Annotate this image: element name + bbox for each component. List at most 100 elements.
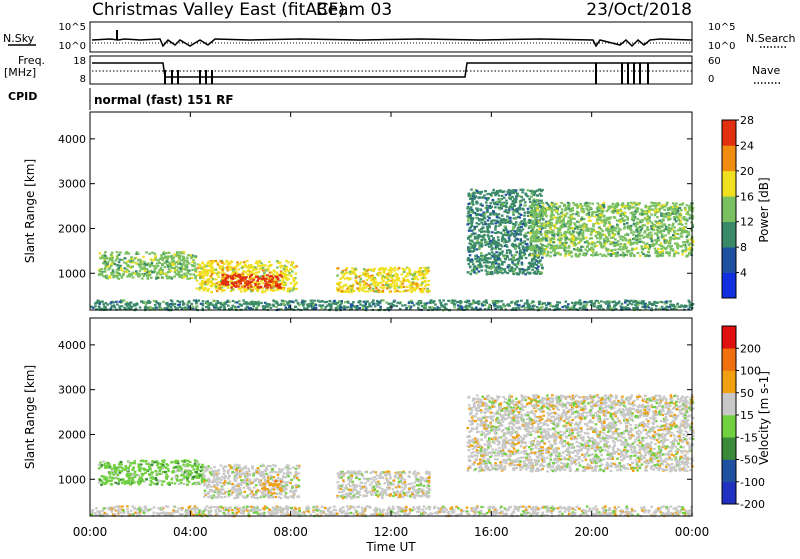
power-cell <box>499 207 502 209</box>
power-cell <box>157 265 160 267</box>
power-cell <box>197 267 200 269</box>
power-cell <box>643 224 646 226</box>
power-cell <box>514 218 517 220</box>
power-cell <box>519 271 522 273</box>
power-cell <box>169 277 172 279</box>
power-cell <box>404 304 407 306</box>
power-cell <box>585 229 588 231</box>
power-cell <box>194 270 197 272</box>
power-cell <box>363 268 366 270</box>
power-cell <box>390 271 393 273</box>
power-cell <box>543 250 546 252</box>
power-cell <box>221 283 224 285</box>
power-cell <box>656 216 659 218</box>
power-cell <box>580 246 583 248</box>
power-cell <box>536 199 539 201</box>
power-cell <box>620 243 623 245</box>
power-cell <box>132 276 135 278</box>
power-cell <box>382 290 385 292</box>
power-cell <box>596 254 599 256</box>
power-cell <box>481 205 484 207</box>
power-cell <box>677 237 680 239</box>
power-cell <box>582 230 585 232</box>
power-cell <box>204 270 207 272</box>
power-cell <box>518 195 521 197</box>
power-cell <box>204 287 207 289</box>
power-cell <box>468 203 471 205</box>
power-cell <box>181 300 184 302</box>
power-cell <box>240 277 243 279</box>
power-cell <box>291 301 294 303</box>
power-cell <box>504 222 507 224</box>
power-cell <box>646 210 649 212</box>
power-cell <box>338 289 341 291</box>
power-cell <box>596 214 599 216</box>
power-cell <box>403 269 406 271</box>
power-cell <box>232 276 235 278</box>
power-cell <box>534 259 537 261</box>
power-cell <box>488 252 491 254</box>
power-cell <box>687 231 690 233</box>
power-cell <box>137 253 140 255</box>
power-cell <box>655 305 658 307</box>
power-cell <box>505 194 508 196</box>
power-cell <box>284 275 287 277</box>
power-cell <box>488 193 491 195</box>
power-cell <box>489 240 492 242</box>
power-cell <box>663 204 666 206</box>
power-cell <box>477 242 480 244</box>
power-cell <box>336 275 339 277</box>
power-cell <box>677 229 680 231</box>
power-cell <box>478 219 481 221</box>
power-cell <box>345 284 348 286</box>
power-cell <box>375 287 378 289</box>
power-cell <box>145 251 148 253</box>
power-cell <box>675 220 678 222</box>
power-cell <box>585 208 588 210</box>
power-cell <box>501 272 504 274</box>
power-cell <box>632 215 635 217</box>
power-cell <box>669 239 672 241</box>
power-cell <box>399 291 402 293</box>
power-cell <box>516 238 519 240</box>
power-cell <box>624 225 627 227</box>
power-cell <box>379 272 382 274</box>
power-cell <box>552 250 555 252</box>
power-cell <box>349 271 352 273</box>
power-cell <box>116 303 119 305</box>
power-cell <box>545 304 548 306</box>
power-cell <box>257 290 260 292</box>
power-cell <box>250 281 253 283</box>
power-cell <box>210 291 213 293</box>
power-cell <box>484 230 487 232</box>
power-cell <box>679 216 682 218</box>
power-cell <box>486 226 489 228</box>
power-cell <box>284 273 287 275</box>
power-cell <box>277 277 280 279</box>
power-cell <box>119 259 122 261</box>
power-cell <box>540 243 543 245</box>
power-cell <box>180 270 183 272</box>
power-cell <box>123 261 126 263</box>
power-cell <box>475 207 478 209</box>
power-cell <box>480 252 483 254</box>
power-cell <box>193 256 196 258</box>
power-cell <box>569 219 572 221</box>
power-cell <box>573 243 576 245</box>
power-cell <box>525 257 528 259</box>
power-cell <box>599 243 602 245</box>
power-cell <box>590 246 593 248</box>
power-cell <box>175 261 178 263</box>
power-cell <box>599 210 602 212</box>
power-cell <box>190 303 193 305</box>
power-cell <box>192 273 195 275</box>
power-cell <box>586 301 589 303</box>
power-cell <box>203 264 206 266</box>
power-cell <box>396 290 399 292</box>
power-cell <box>184 276 187 278</box>
power-cell <box>371 276 374 278</box>
power-cell <box>408 271 411 273</box>
power-cell <box>544 213 547 215</box>
power-cell <box>401 304 404 306</box>
power-cell <box>376 303 379 305</box>
